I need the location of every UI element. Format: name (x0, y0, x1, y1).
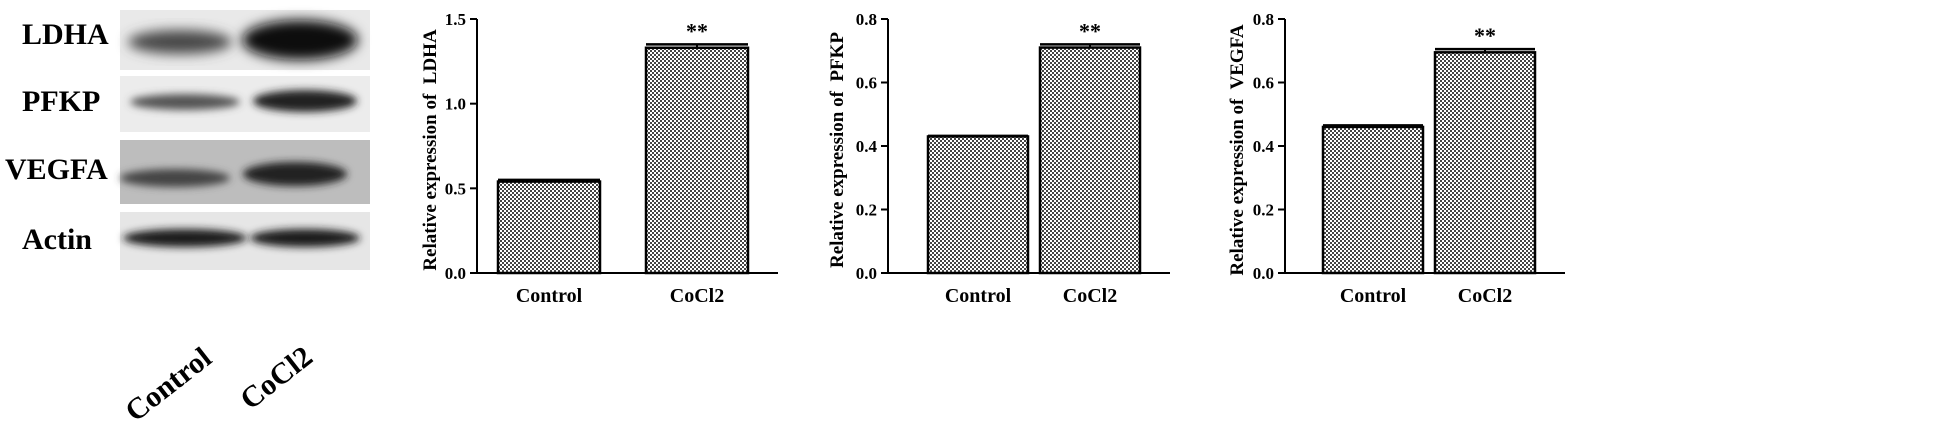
blot-row-label-pfkp: PFKP (22, 85, 101, 118)
significance-annotation: ** (1474, 23, 1496, 48)
blot-strip-ldha (120, 10, 370, 70)
bar-chart-2: 0.0 0.2 0.4 0.6 0.8 Control ** CoCl2 Relative ex… (827, 10, 1170, 307)
blot-image (120, 10, 370, 270)
blot-strip-actin (120, 212, 370, 270)
bar-control (926, 135, 1030, 275)
y-tick-label: 0.8 (1253, 10, 1274, 29)
x-tick-label: Control (516, 285, 583, 307)
blot-row-label-actin: Actin (22, 223, 92, 256)
y-tick-label: 1.5 (445, 10, 466, 29)
bar-cocl2 (644, 46, 750, 275)
y-tick-label: 0.0 (1253, 264, 1274, 283)
y-tick-label: 0.6 (856, 74, 877, 93)
bar-chart-3: 0.0 0.2 0.4 0.6 0.8 Control ** CoCl2 Relative ex… (1227, 10, 1565, 307)
y-axis-label: Relative expression of PFKP (827, 32, 848, 268)
bar-cocl2 (1038, 46, 1142, 275)
bar-control (1321, 125, 1425, 275)
x-tick-label: CoCl2 (1063, 285, 1117, 307)
y-tick-label: 0.0 (445, 264, 466, 283)
bar-cocl2 (1433, 51, 1537, 275)
bar-chart-1: 0.0 0.5 1.0 1.5 Control ** CoCl2 Relative expre… (420, 10, 778, 307)
x-tick-label: CoCl2 (670, 285, 724, 307)
y-tick-label: 0.2 (856, 201, 877, 220)
y-tick-label: 0.5 (445, 179, 466, 198)
x-tick-label: Control (1340, 285, 1407, 307)
bar-control (496, 180, 602, 275)
blot-row-label-ldha: LDHA (22, 18, 109, 51)
x-tick-label: CoCl2 (1458, 285, 1512, 307)
y-axis-label: Relative expression of LDHA (420, 29, 441, 271)
y-tick-label: 0.0 (856, 264, 877, 283)
y-tick-label: 0.4 (856, 137, 878, 156)
significance-annotation: ** (1079, 18, 1101, 43)
y-tick-label: 0.6 (1253, 74, 1274, 93)
y-tick-label: 0.2 (1253, 201, 1274, 220)
blot-strip-vegfa (120, 140, 370, 204)
y-tick-label: 1.0 (445, 95, 466, 114)
blot-row-label-vegfa: VEGFA (5, 153, 108, 186)
x-tick-label: Control (945, 285, 1012, 307)
significance-annotation: ** (686, 18, 708, 43)
y-tick-label: 0.4 (1253, 137, 1275, 156)
y-tick-label: 0.8 (856, 10, 877, 29)
y-axis-label: Relative expression of VEGFA (1227, 24, 1248, 275)
blot-strip-pfkp (120, 76, 370, 132)
